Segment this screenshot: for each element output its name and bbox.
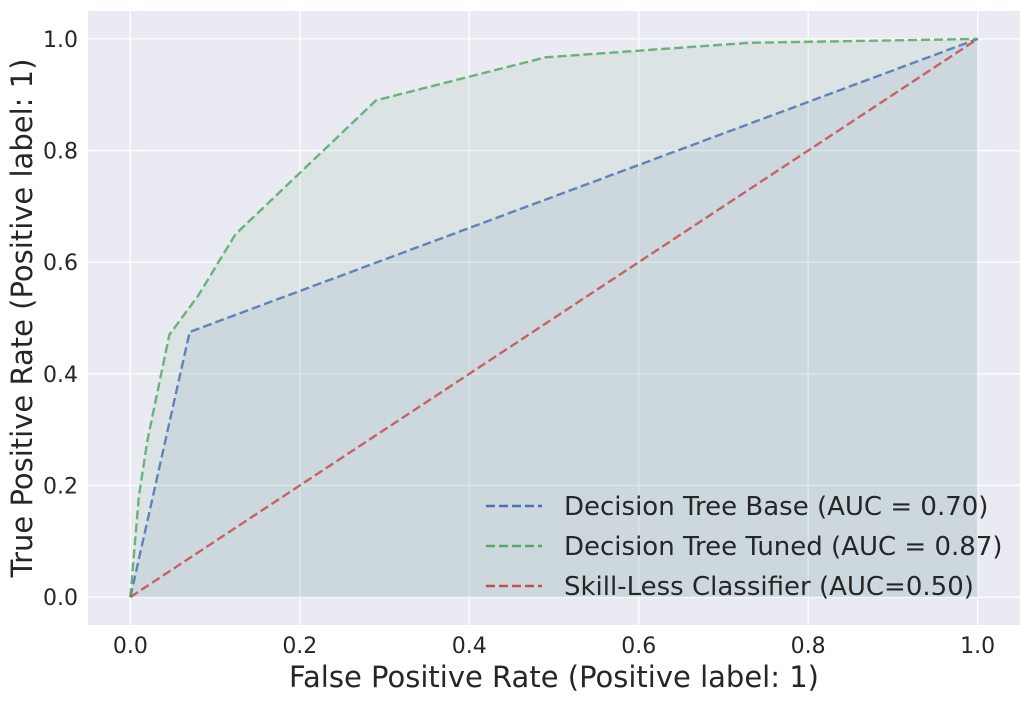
x-tick-label-2: 0.4 (452, 634, 487, 659)
y-tick-labels: 0.0 0.2 0.4 0.6 0.8 1.0 (43, 28, 78, 611)
y-tick-label-1: 0.2 (43, 474, 78, 499)
legend-entry-0: Decision Tree Base (AUC = 0.70) (564, 492, 988, 522)
grid (88, 11, 1020, 625)
x-tick-label-3: 0.6 (621, 634, 656, 659)
legend-entry-2: Skill-Less Classifier (AUC=0.50) (564, 572, 974, 602)
legend-entry-1: Decision Tree Tuned (AUC = 0.87) (564, 532, 1003, 562)
legend: Decision Tree Base (AUC = 0.70) Decision … (486, 492, 1003, 602)
x-axis-label: False Positive Rate (Positive label: 1) (289, 660, 819, 694)
x-tick-label-5: 1.0 (960, 634, 995, 659)
y-axis-label: True Positive Rate (Positive label: 1) (5, 59, 39, 579)
x-tick-label-0: 0.0 (113, 634, 148, 659)
series-line-2 (129, 37, 979, 599)
x-tick-label-1: 0.2 (282, 634, 317, 659)
y-tick-label-2: 0.4 (43, 363, 78, 388)
x-tick-label-4: 0.8 (791, 634, 826, 659)
series-line-0 (129, 37, 979, 598)
y-tick-label-3: 0.6 (43, 251, 78, 276)
y-tick-label-4: 0.8 (43, 140, 78, 165)
y-tick-label-0: 0.0 (43, 586, 78, 611)
x-tick-labels: 0.0 0.2 0.4 0.6 0.8 1.0 (113, 634, 995, 659)
y-tick-label-5: 1.0 (43, 28, 78, 53)
series-lines (129, 37, 979, 599)
